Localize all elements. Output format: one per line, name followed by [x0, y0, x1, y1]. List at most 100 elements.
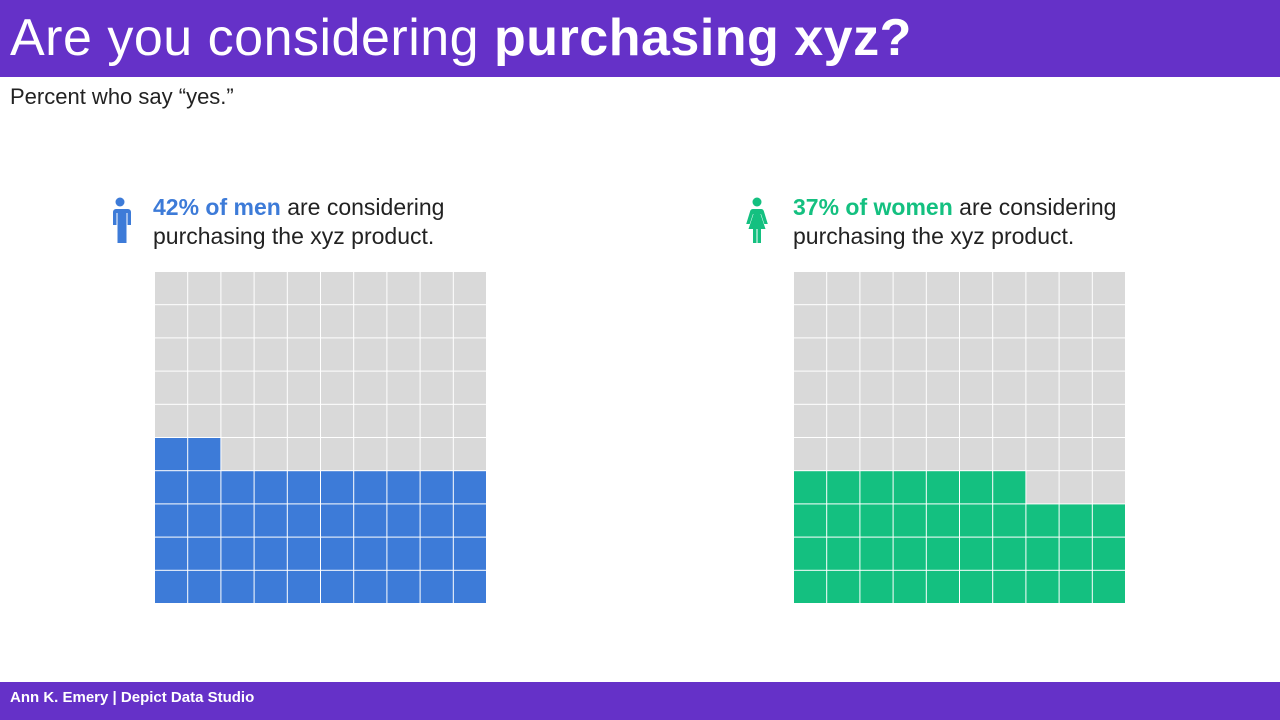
men-waffle-cell-filled	[221, 471, 254, 504]
men-waffle-cell-empty	[254, 371, 287, 404]
women-waffle-cell-empty	[1026, 305, 1059, 338]
women-waffle-cell-empty	[926, 305, 959, 338]
women-waffle-cell-empty	[1059, 471, 1092, 504]
men-waffle-cell-filled	[420, 471, 453, 504]
women-waffle-cell-empty	[893, 404, 926, 437]
women-waffle-cell-filled	[893, 471, 926, 504]
men-stat: 42% of men	[153, 194, 281, 220]
women-waffle-cell-empty	[794, 438, 827, 471]
title-bold: purchasing xyz?	[494, 9, 912, 67]
women-waffle-cell-filled	[926, 471, 959, 504]
women-waffle-cell-empty	[993, 438, 1026, 471]
men-waffle-cell-filled	[354, 570, 387, 603]
women-waffle-cell-empty	[860, 438, 893, 471]
women-waffle-cell-empty	[1026, 272, 1059, 305]
women-waffle-cell-empty	[1092, 338, 1125, 371]
men-waffle-cell-filled	[354, 471, 387, 504]
men-waffle-cell-empty	[387, 438, 420, 471]
women-waffle-cell-filled	[1026, 570, 1059, 603]
women-waffle-cell-empty	[827, 338, 860, 371]
women-waffle-cell-empty	[827, 438, 860, 471]
women-waffle-cell-empty	[960, 272, 993, 305]
men-waffle-cell-filled	[420, 570, 453, 603]
men-waffle-cell-empty	[254, 305, 287, 338]
men-waffle-cell-empty	[453, 404, 486, 437]
subtitle: Percent who say “yes.”	[10, 84, 234, 109]
women-waffle-cell-filled	[827, 537, 860, 570]
women-waffle-cell-empty	[860, 272, 893, 305]
women-waffle-cell-empty	[794, 404, 827, 437]
women-waffle-cell-filled	[993, 570, 1026, 603]
men-waffle-cell-filled	[387, 504, 420, 537]
men-waffle-cell-empty	[354, 438, 387, 471]
women-waffle-cell-filled	[1026, 537, 1059, 570]
men-waffle-cell-filled	[155, 471, 188, 504]
women-waffle-cell-empty	[1059, 305, 1092, 338]
men-waffle-cell-empty	[453, 338, 486, 371]
men-waffle-cell-empty	[321, 338, 354, 371]
women-waffle-cell-filled	[794, 504, 827, 537]
men-waffle-cell-empty	[321, 438, 354, 471]
women-waffle-cell-filled	[1026, 504, 1059, 537]
women-waffle-cell-empty	[893, 338, 926, 371]
men-caption-line1: are considering	[280, 194, 445, 220]
men-waffle-chart	[155, 272, 486, 603]
women-waffle-cell-filled	[960, 537, 993, 570]
women-waffle-cell-empty	[1092, 404, 1125, 437]
women-waffle-cell-filled	[1059, 537, 1092, 570]
women-waffle-cell-empty	[993, 272, 1026, 305]
women-waffle-cell-empty	[794, 272, 827, 305]
women-waffle-cell-empty	[1092, 471, 1125, 504]
women-waffle-cell-empty	[794, 338, 827, 371]
women-waffle-cell-filled	[794, 537, 827, 570]
women-waffle-cell-empty	[960, 305, 993, 338]
men-waffle-cell-filled	[254, 537, 287, 570]
men-waffle-cell-empty	[155, 371, 188, 404]
women-waffle-cell-empty	[993, 305, 1026, 338]
women-waffle-cell-empty	[893, 438, 926, 471]
women-waffle-cell-empty	[893, 305, 926, 338]
women-waffle-cell-empty	[960, 404, 993, 437]
men-waffle-cell-empty	[221, 371, 254, 404]
women-waffle-cell-filled	[794, 471, 827, 504]
women-waffle-cell-empty	[1059, 404, 1092, 437]
women-waffle-cell-empty	[860, 338, 893, 371]
women-waffle-cell-filled	[1092, 570, 1125, 603]
women-waffle-cell-empty	[860, 371, 893, 404]
men-waffle-cell-empty	[254, 272, 287, 305]
men-waffle-cell-filled	[254, 570, 287, 603]
women-waffle-chart	[794, 272, 1125, 603]
women-waffle-cell-empty	[1092, 272, 1125, 305]
women-waffle-cell-filled	[1092, 537, 1125, 570]
women-waffle-cell-filled	[926, 570, 959, 603]
men-waffle-cell-empty	[354, 272, 387, 305]
men-waffle-cell-empty	[254, 404, 287, 437]
women-waffle-cell-filled	[960, 471, 993, 504]
men-waffle-cell-filled	[453, 537, 486, 570]
men-waffle-cell-filled	[155, 570, 188, 603]
women-waffle-cell-empty	[926, 438, 959, 471]
women-waffle-cell-filled	[926, 504, 959, 537]
men-waffle-cell-filled	[321, 537, 354, 570]
men-waffle-cell-empty	[453, 272, 486, 305]
women-waffle-cell-empty	[1092, 371, 1125, 404]
women-waffle-cell-filled	[794, 570, 827, 603]
men-caption-line2: purchasing the xyz product.	[153, 223, 435, 249]
men-waffle-cell-empty	[287, 338, 320, 371]
men-waffle-cell-empty	[453, 371, 486, 404]
women-waffle-cell-empty	[827, 404, 860, 437]
men-waffle-cell-empty	[420, 371, 453, 404]
men-waffle-cell-empty	[420, 338, 453, 371]
men-waffle-cell-empty	[188, 371, 221, 404]
men-waffle-cell-filled	[321, 504, 354, 537]
women-waffle-cell-empty	[926, 272, 959, 305]
women-waffle-cell-filled	[860, 570, 893, 603]
men-waffle-cell-empty	[287, 438, 320, 471]
men-waffle-cell-filled	[221, 570, 254, 603]
men-waffle-cell-empty	[221, 272, 254, 305]
men-waffle-cell-empty	[254, 338, 287, 371]
men-waffle-svg	[155, 272, 486, 603]
women-waffle-cell-filled	[893, 570, 926, 603]
women-waffle-cell-empty	[1059, 438, 1092, 471]
women-waffle-cell-filled	[893, 504, 926, 537]
